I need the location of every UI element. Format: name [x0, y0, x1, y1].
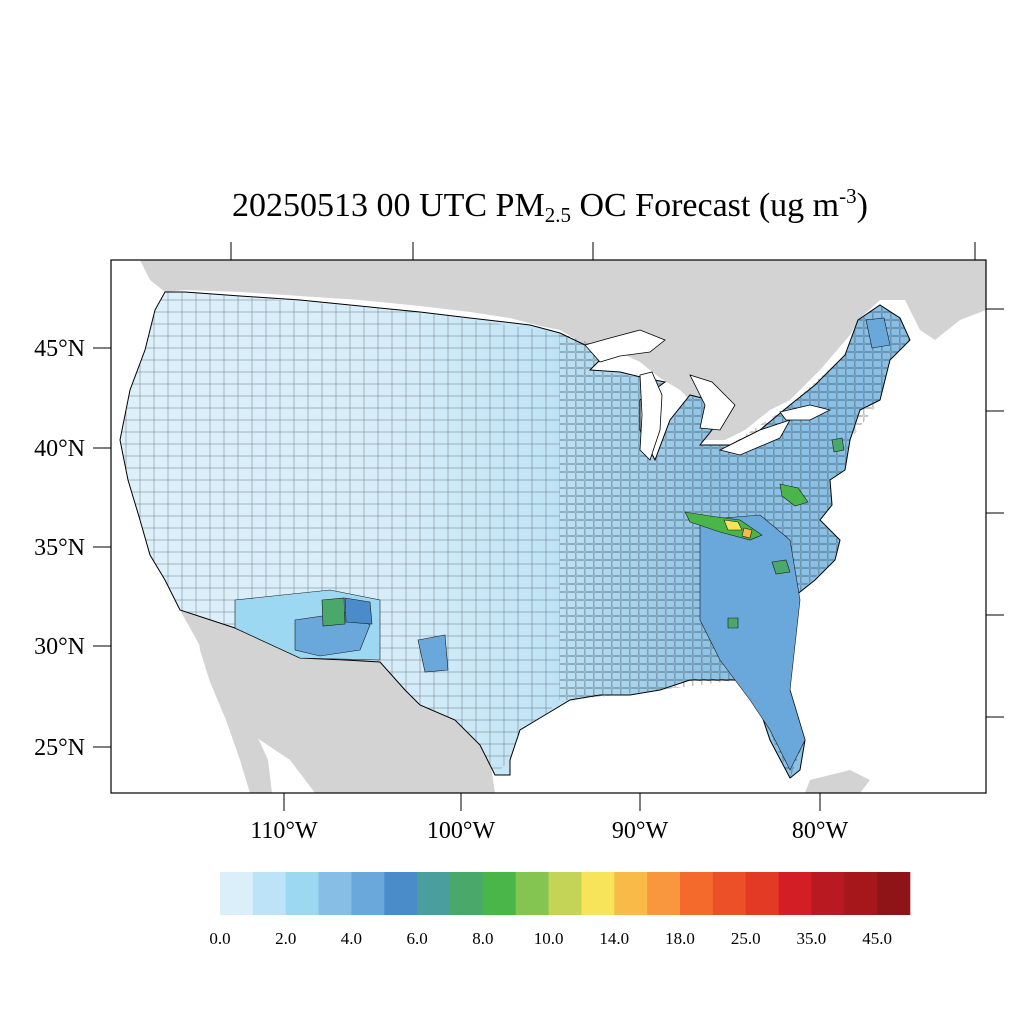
colorbar-swatch-8 [482, 872, 517, 915]
map-frame [110, 259, 987, 794]
region-virginia-hotspot [779, 483, 809, 507]
region-nc-hotspot [771, 559, 791, 575]
colorbar-swatch-7 [450, 872, 484, 915]
region-tennessee-peak [723, 519, 743, 531]
title-prefix: 20250513 00 UTC PM [232, 187, 545, 224]
region-pa-hotspot [831, 437, 845, 453]
mexico-land [180, 610, 495, 793]
colorbar: 0.0 2.0 4.0 6.0 8.0 10.0 14.0 18.0 25.0 35.0 45.0 [209, 872, 911, 948]
lake-erie [718, 419, 791, 456]
colorbar-label-10: 45.0 [862, 929, 892, 948]
colorbar-swatch-15 [712, 872, 747, 915]
canada-land [140, 260, 986, 440]
lake-huron [689, 374, 736, 431]
lon-label-90: 90°W [612, 818, 669, 844]
colorbar-swatch-18 [811, 872, 845, 915]
colorbar-label-3: 6.0 [407, 929, 428, 948]
colorbar-swatch-0 [220, 872, 254, 915]
colorbar-swatch-9 [515, 872, 549, 915]
map-ticks [93, 242, 1004, 811]
lat-label-35: 35°N [34, 535, 85, 561]
colorbar-swatch-6 [417, 872, 451, 915]
colorbar-swatch-12 [614, 872, 648, 915]
title-superscript: -3 [839, 184, 857, 208]
region-texas-elevated [417, 634, 449, 673]
region-southeast [699, 514, 806, 771]
longitude-labels: 110°W 100°W 90°W 80°W [250, 818, 848, 844]
region-tennessee-peak-2 [741, 527, 753, 539]
colorbar-label-8: 25.0 [731, 929, 761, 948]
colorbar-label-5: 10.0 [534, 929, 564, 948]
concentration-regions [234, 317, 891, 771]
lon-label-100: 100°W [427, 818, 496, 844]
colorbar-swatch-11 [581, 872, 615, 915]
title-middle: OC Forecast (ug m [570, 187, 840, 224]
map-title: 20250513 00 UTC PM2.5 OC Forecast (ug m-… [0, 184, 1024, 228]
title-subscript: 2.5 [544, 203, 571, 227]
colorbar-swatch-4 [351, 872, 385, 915]
lon-label-80: 80°W [792, 818, 849, 844]
colorbar-label-0: 0.0 [209, 929, 230, 948]
colorbar-label-2: 4.0 [341, 929, 362, 948]
lat-label-25: 25°N [34, 735, 85, 761]
colorbar-label-6: 14.0 [599, 929, 629, 948]
lon-label-110: 110°W [250, 818, 318, 844]
colorbar-swatch-17 [778, 872, 812, 915]
lake-ontario [779, 404, 832, 421]
lat-label-40: 40°N [34, 436, 85, 462]
cuba-land [805, 770, 870, 793]
baja-peninsula [196, 622, 272, 793]
colorbar-swatch-20 [877, 872, 911, 915]
colorbar-label-7: 18.0 [665, 929, 695, 948]
colorbar-label-1: 2.0 [275, 929, 296, 948]
lat-label-30: 30°N [34, 634, 85, 660]
region-nm-high [344, 597, 373, 625]
colorbar-swatch-16 [745, 872, 779, 915]
colorbar-swatch-5 [384, 872, 418, 915]
great-lakes [584, 329, 832, 461]
colorbar-swatch-14 [680, 872, 714, 915]
colorbar-swatch-13 [647, 872, 681, 915]
colorbar-label-4: 8.0 [472, 929, 493, 948]
lake-superior [584, 329, 666, 363]
colorbar-swatch-2 [285, 872, 319, 915]
colorbar-swatch-10 [548, 872, 582, 915]
map-border [110, 259, 987, 794]
region-ga-hotspot [727, 617, 739, 629]
lat-label-45: 45°N [34, 336, 85, 362]
colorbar-swatch-19 [844, 872, 878, 915]
title-suffix: ) [856, 187, 868, 224]
region-maine-elevated [865, 317, 891, 349]
colorbar-swatch-3 [318, 872, 352, 915]
colorbar-swatch-1 [252, 872, 287, 915]
colorbar-label-9: 35.0 [797, 929, 827, 948]
region-nm-hotspot [321, 597, 346, 627]
county-grid-west [120, 292, 560, 775]
lake-michigan [639, 371, 663, 461]
latitude-labels: 45°N 40°N 35°N 30°N 25°N [34, 336, 85, 761]
